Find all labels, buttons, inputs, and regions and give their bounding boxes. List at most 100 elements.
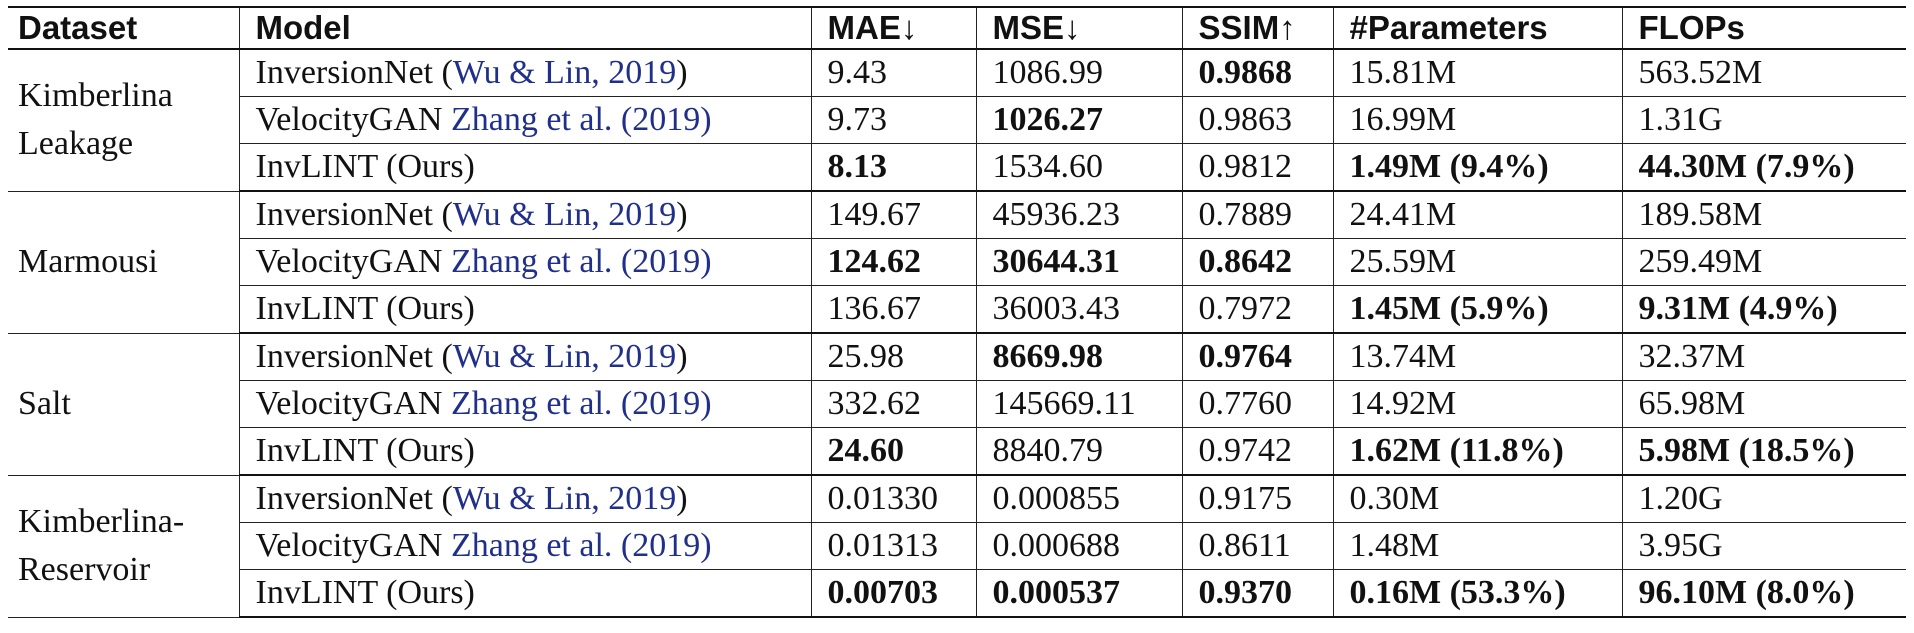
mae-cell: 9.73	[810, 96, 977, 144]
citation-link[interactable]: Zhang et al. (2019)	[450, 527, 712, 564]
header-ssim: SSIM↑	[1181, 6, 1334, 50]
dataset-group: Kimberlina- Reservoir InversionNet (Wu & L…	[8, 474, 1906, 618]
model-name: InversionNet	[255, 338, 434, 375]
model-citation-close: )	[676, 338, 688, 375]
table-row: Salt InversionNet (Wu & Lin, 2019) 25.98 86…	[8, 332, 1906, 476]
dataset-name-line: Reservoir	[18, 551, 151, 588]
mae-cell: 0.01330	[810, 474, 977, 523]
ssim-cell: 0.8611	[1181, 522, 1334, 570]
citation-link[interactable]: Zhang et al. (2019)	[450, 385, 712, 422]
mse-cell: 45936.23	[975, 190, 1183, 239]
model-citation-close: )	[676, 54, 688, 91]
model-citation-close: )	[676, 196, 688, 233]
citation-link[interactable]: Wu & Lin, 2019	[452, 338, 677, 375]
params-cell: 1.45M (5.9%)	[1332, 285, 1623, 334]
flops-cell: 1.20G	[1621, 474, 1906, 523]
mse-cell: 1086.99	[975, 48, 1183, 97]
mse-cell: 0.000537	[975, 569, 1183, 618]
mae-cell: 0.00703	[810, 569, 977, 618]
header-mae: MAE↓	[810, 6, 977, 50]
flops-cell: 1.31G	[1621, 96, 1906, 144]
dataset-group: Kimberlina Leakage InversionNet (Wu & Lin,…	[8, 48, 1906, 192]
model-citation-open	[442, 385, 451, 422]
table-row: Kimberlina- Reservoir InversionNet (Wu & L…	[8, 474, 1906, 618]
model-name: InversionNet	[255, 54, 434, 91]
mse-cell: 1534.60	[975, 143, 1183, 192]
ssim-cell: 0.7972	[1181, 285, 1334, 334]
params-cell: 0.30M	[1332, 474, 1623, 523]
model-citation-open: (	[433, 54, 453, 91]
ssim-cell: 0.9175	[1181, 474, 1334, 523]
dataset-cell: Marmousi	[8, 190, 240, 334]
ssim-cell: 0.8642	[1181, 238, 1334, 286]
params-cell: 25.59M	[1332, 238, 1623, 286]
model-name: VelocityGAN	[255, 527, 443, 564]
table-row: VelocityGAN Zhang et al. (2019) 9.73 1026.…	[8, 96, 1906, 144]
mse-cell: 0.000855	[975, 474, 1183, 523]
citation-link[interactable]: Zhang et al. (2019)	[450, 101, 712, 138]
model-cell: InvLINT (Ours)	[238, 143, 812, 192]
dataset-name-line: Marmousi	[18, 243, 158, 280]
model-name: InversionNet	[255, 480, 434, 517]
flops-cell: 65.98M	[1621, 380, 1906, 428]
header-mse: MSE↓	[975, 6, 1183, 50]
model-citation-open	[442, 101, 451, 138]
flops-cell: 563.52M	[1621, 48, 1906, 97]
model-citation-open	[442, 527, 451, 564]
model-citation-open: (	[433, 196, 453, 233]
ssim-cell: 0.9868	[1181, 48, 1334, 97]
table-header: Dataset Model MAE↓ MSE↓ SSIM↑ #Parameter…	[8, 6, 1906, 50]
ssim-cell: 0.9863	[1181, 96, 1334, 144]
mse-cell: 36003.43	[975, 285, 1183, 334]
mae-cell: 9.43	[810, 48, 977, 97]
model-cell: InvLINT (Ours)	[238, 427, 812, 476]
model-citation-open: (	[433, 480, 453, 517]
model-cell: InvLINT (Ours)	[238, 569, 812, 618]
mse-cell: 8669.98	[975, 332, 1183, 381]
mae-cell: 332.62	[810, 380, 977, 428]
mse-cell: 8840.79	[975, 427, 1183, 476]
header-model: Model	[238, 6, 812, 50]
citation-link[interactable]: Wu & Lin, 2019	[452, 480, 677, 517]
mae-cell: 24.60	[810, 427, 977, 476]
model-cell: InversionNet (Wu & Lin, 2019)	[238, 332, 812, 381]
params-cell: 24.41M	[1332, 190, 1623, 239]
mse-cell: 1026.27	[975, 96, 1183, 144]
model-cell: InversionNet (Wu & Lin, 2019)	[238, 48, 812, 97]
mae-cell: 8.13	[810, 143, 977, 192]
model-cell: VelocityGAN Zhang et al. (2019)	[238, 380, 812, 428]
model-name: InvLINT (Ours)	[255, 290, 475, 327]
params-cell: 0.16M (53.3%)	[1332, 569, 1623, 618]
model-citation-open	[442, 243, 451, 280]
model-citation-close: )	[676, 480, 688, 517]
flops-cell: 189.58M	[1621, 190, 1906, 239]
model-cell: InversionNet (Wu & Lin, 2019)	[238, 190, 812, 239]
model-cell: VelocityGAN Zhang et al. (2019)	[238, 238, 812, 286]
ssim-cell: 0.7889	[1181, 190, 1334, 239]
model-name: InvLINT (Ours)	[255, 432, 475, 469]
table-row: InvLINT (Ours) 136.67 36003.43 0.7972 1.45M …	[8, 285, 1906, 334]
citation-link[interactable]: Zhang et al. (2019)	[450, 243, 712, 280]
params-cell: 13.74M	[1332, 332, 1623, 381]
params-cell: 16.99M	[1332, 96, 1623, 144]
dataset-cell: Kimberlina Leakage	[8, 48, 240, 192]
model-name: VelocityGAN	[255, 385, 443, 422]
ssim-cell: 0.9812	[1181, 143, 1334, 192]
flops-cell: 5.98M (18.5%)	[1621, 427, 1906, 476]
mse-cell: 0.000688	[975, 522, 1183, 570]
model-name: VelocityGAN	[255, 243, 443, 280]
mae-cell: 25.98	[810, 332, 977, 381]
dataset-name-line: Leakage	[18, 125, 134, 163]
citation-link[interactable]: Wu & Lin, 2019	[452, 54, 677, 91]
dataset-name-line: Salt	[18, 385, 71, 422]
table-row: InvLINT (Ours) 0.00703 0.000537 0.9370 0.16M…	[8, 569, 1906, 618]
citation-link[interactable]: Wu & Lin, 2019	[452, 196, 677, 233]
model-name: InvLINT (Ours)	[255, 148, 475, 185]
table-row: InvLINT (Ours) 8.13 1534.60 0.9812 1.49M (9.…	[8, 143, 1906, 192]
params-cell: 1.49M (9.4%)	[1332, 143, 1623, 192]
model-name: InversionNet	[255, 196, 434, 233]
flops-cell: 9.31M (4.9%)	[1621, 285, 1906, 334]
dataset-cell: Kimberlina- Reservoir	[8, 474, 240, 618]
mae-cell: 149.67	[810, 190, 977, 239]
mae-cell: 124.62	[810, 238, 977, 286]
